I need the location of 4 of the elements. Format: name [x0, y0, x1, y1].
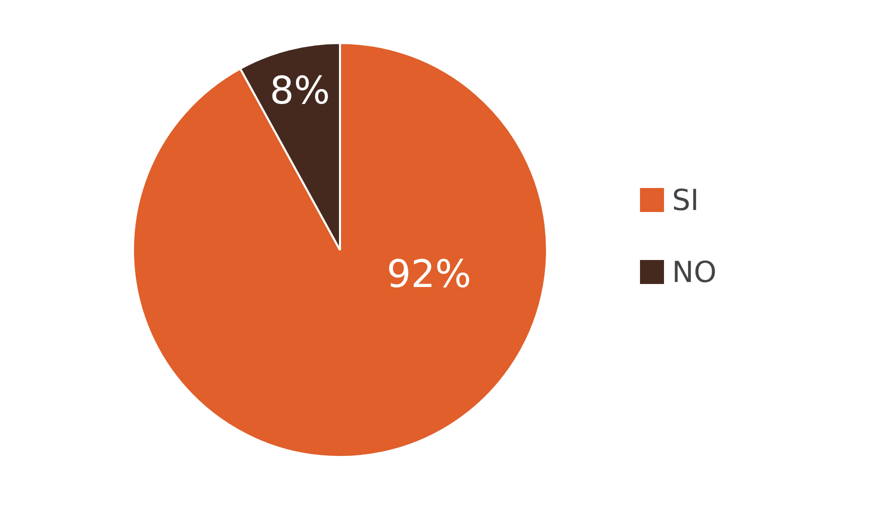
data-label: 92% [386, 252, 472, 296]
legend-label: SI [672, 183, 699, 217]
data-label: 8% [270, 68, 330, 112]
legend-label: NO [672, 255, 717, 289]
